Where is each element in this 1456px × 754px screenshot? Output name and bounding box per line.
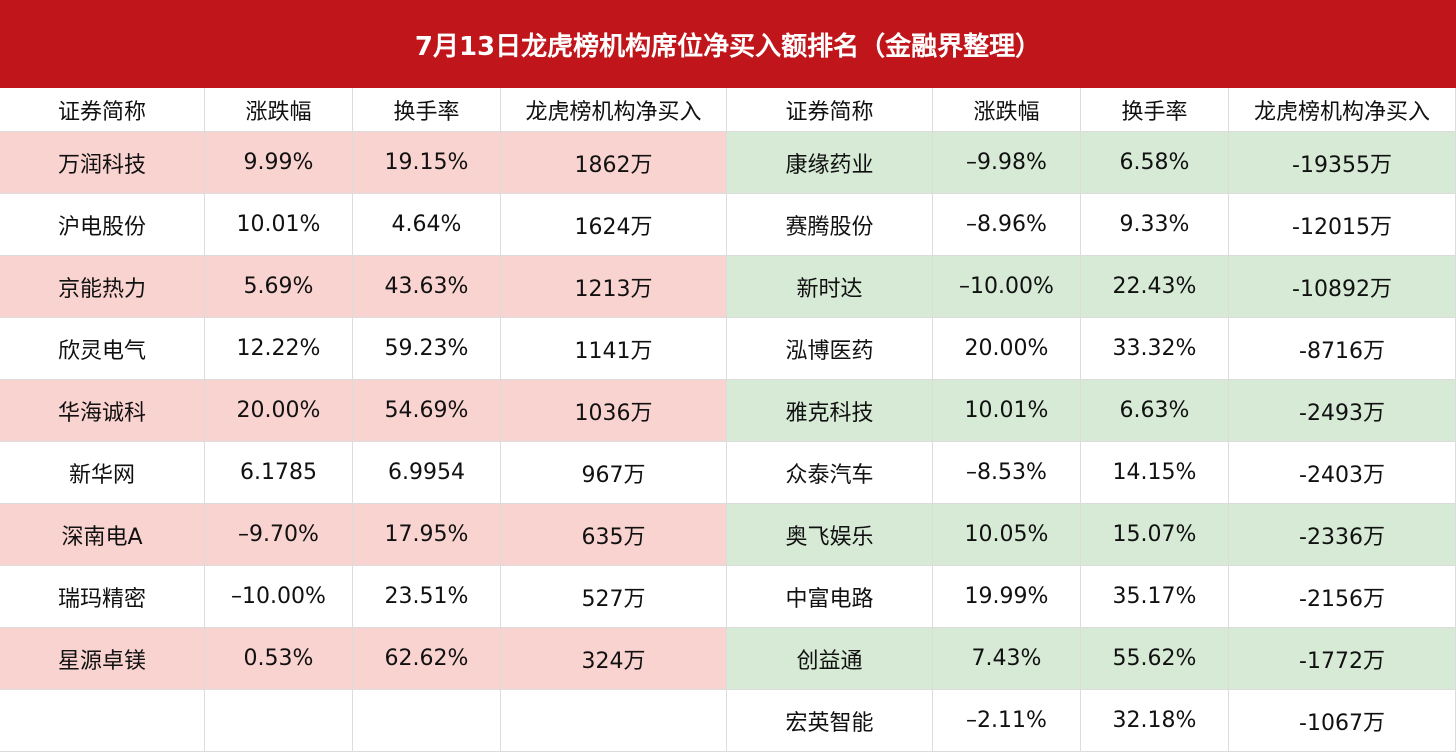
table-cell: 涨跌幅 — [205, 88, 353, 132]
table-cell: 沪电股份 — [0, 194, 205, 256]
table-cell: 10.01% — [933, 380, 1081, 442]
table-cell: -2403万 — [1229, 442, 1456, 504]
table-cell: 1141万 — [501, 318, 727, 380]
table-cell: 涨跌幅 — [933, 88, 1081, 132]
table-cell: 6.58% — [1081, 132, 1229, 194]
table-cell: 瑞玛精密 — [0, 566, 205, 628]
table-cell: -12015万 — [1229, 194, 1456, 256]
table-cell: 10.01% — [205, 194, 353, 256]
table-cell: 众泰汽车 — [727, 442, 933, 504]
table-cell: 宏英智能 — [727, 690, 933, 752]
table-cell: 967万 — [501, 442, 727, 504]
table-cell: –10.00% — [933, 256, 1081, 318]
table-cell: 换手率 — [1081, 88, 1229, 132]
table-cell: 19.15% — [353, 132, 501, 194]
table-cell: 雅克科技 — [727, 380, 933, 442]
table-cell: 1036万 — [501, 380, 727, 442]
table-cell: 9.99% — [205, 132, 353, 194]
table-cell: 欣灵电气 — [0, 318, 205, 380]
table-cell: 23.51% — [353, 566, 501, 628]
table-cell: 635万 — [501, 504, 727, 566]
table-cell: 1862万 — [501, 132, 727, 194]
table-cell: –9.98% — [933, 132, 1081, 194]
table-cell: -10892万 — [1229, 256, 1456, 318]
table-cell: 星源卓镁 — [0, 628, 205, 690]
table-cell: 62.62% — [353, 628, 501, 690]
table-cell: 证券简称 — [727, 88, 933, 132]
table-cell: 22.43% — [1081, 256, 1229, 318]
table-cell: 32.18% — [1081, 690, 1229, 752]
table-cell: -19355万 — [1229, 132, 1456, 194]
table-cell: –9.70% — [205, 504, 353, 566]
table-cell: –8.96% — [933, 194, 1081, 256]
table-cell: 59.23% — [353, 318, 501, 380]
table-cell: 527万 — [501, 566, 727, 628]
table-cell: 7.43% — [933, 628, 1081, 690]
table-cell: 1624万 — [501, 194, 727, 256]
table-cell: 6.63% — [1081, 380, 1229, 442]
table-cell: 康缘药业 — [727, 132, 933, 194]
title: 7月13日龙虎榜机构席位净买入额排名（金融界整理） — [414, 31, 1042, 62]
table-cell: 14.15% — [1081, 442, 1229, 504]
table-cell: 京能热力 — [0, 256, 205, 318]
table-cell: 5.69% — [205, 256, 353, 318]
table-cell: 33.32% — [1081, 318, 1229, 380]
table-cell — [0, 690, 205, 752]
table-cell: -2493万 — [1229, 380, 1456, 442]
table-cell: 奥飞娱乐 — [727, 504, 933, 566]
table-cell: 赛腾股份 — [727, 194, 933, 256]
table-cell: 1213万 — [501, 256, 727, 318]
table-cell: -2156万 — [1229, 566, 1456, 628]
table-cell: 4.64% — [353, 194, 501, 256]
table-cell: –8.53% — [933, 442, 1081, 504]
table-cell: 15.07% — [1081, 504, 1229, 566]
table-cell: –10.00% — [205, 566, 353, 628]
table-cell: 20.00% — [933, 318, 1081, 380]
table-cell: 6.9954 — [353, 442, 501, 504]
table-cell — [353, 690, 501, 752]
table-cell: 创益通 — [727, 628, 933, 690]
table-cell: 深南电A — [0, 504, 205, 566]
table-cell: 泓博医药 — [727, 318, 933, 380]
table-cell: 10.05% — [933, 504, 1081, 566]
table-cell: -1772万 — [1229, 628, 1456, 690]
table-cell: 54.69% — [353, 380, 501, 442]
table-cell: 19.99% — [933, 566, 1081, 628]
title-bar: 7月13日龙虎榜机构席位净买入额排名（金融界整理） — [0, 0, 1456, 88]
table-cell: –2.11% — [933, 690, 1081, 752]
table-cell — [501, 690, 727, 752]
table-cell: 新时达 — [727, 256, 933, 318]
table-cell: 20.00% — [205, 380, 353, 442]
table-cell: 中富电路 — [727, 566, 933, 628]
table-cell: 35.17% — [1081, 566, 1229, 628]
table-cell — [205, 690, 353, 752]
table-cell: 龙虎榜机构净买入 — [1229, 88, 1456, 132]
table-cell: 12.22% — [205, 318, 353, 380]
table-cell: 龙虎榜机构净买入 — [501, 88, 727, 132]
table-cell: 6.1785 — [205, 442, 353, 504]
table-cell: 55.62% — [1081, 628, 1229, 690]
table-cell: -2336万 — [1229, 504, 1456, 566]
table-cell: 17.95% — [353, 504, 501, 566]
table-cell: 证券简称 — [0, 88, 205, 132]
table-cell: -8716万 — [1229, 318, 1456, 380]
table-cell: 324万 — [501, 628, 727, 690]
table-cell: 华海诚科 — [0, 380, 205, 442]
table-cell: -1067万 — [1229, 690, 1456, 752]
table-cell: 43.63% — [353, 256, 501, 318]
table-cell: 新华网 — [0, 442, 205, 504]
table-cell: 9.33% — [1081, 194, 1229, 256]
table-cell: 换手率 — [353, 88, 501, 132]
table-cell: 0.53% — [205, 628, 353, 690]
table-cell: 万润科技 — [0, 132, 205, 194]
